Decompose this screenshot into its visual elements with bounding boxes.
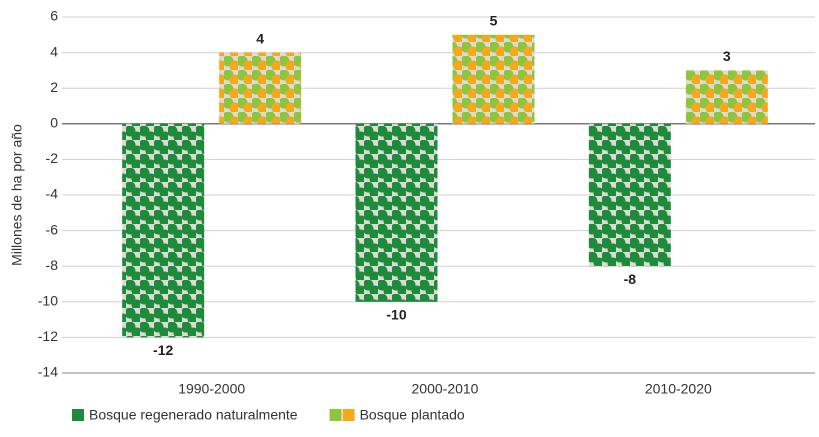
y-tick-label: -14 [38, 364, 58, 380]
bar [588, 123, 671, 267]
bar [685, 70, 768, 124]
x-tick-label: 2000-2010 [412, 381, 479, 397]
y-tick-label: -4 [46, 186, 59, 202]
legend-label: Bosque plantado [360, 407, 465, 423]
legend-swatch [72, 409, 84, 421]
data-label: 4 [256, 30, 264, 46]
legend-label: Bosque regenerado naturalmente [89, 407, 298, 423]
legend-swatch [329, 409, 342, 421]
bar [355, 123, 438, 302]
y-tick-label: 2 [50, 79, 58, 95]
bar [219, 52, 302, 124]
y-tick-label: -10 [38, 293, 58, 309]
data-label: 3 [723, 48, 731, 64]
x-tick-label: 2010-2020 [645, 381, 712, 397]
legend-swatch [342, 409, 355, 421]
y-tick-label: -2 [46, 150, 59, 166]
y-tick-label: -12 [38, 328, 58, 344]
y-tick-label: -6 [46, 221, 59, 237]
x-tick-label: 1990-2000 [178, 381, 245, 397]
y-tick-label: 0 [50, 115, 58, 131]
data-label: -8 [624, 271, 637, 287]
data-label: -10 [386, 307, 406, 323]
y-axis-label: Millones de ha por año [9, 124, 25, 266]
y-tick-label: 6 [50, 8, 58, 24]
bar [122, 123, 205, 338]
y-tick-label: -8 [46, 257, 59, 273]
data-label: 5 [490, 13, 498, 29]
bar [452, 34, 535, 124]
y-tick-label: 4 [50, 43, 58, 59]
data-label: -12 [153, 342, 173, 358]
